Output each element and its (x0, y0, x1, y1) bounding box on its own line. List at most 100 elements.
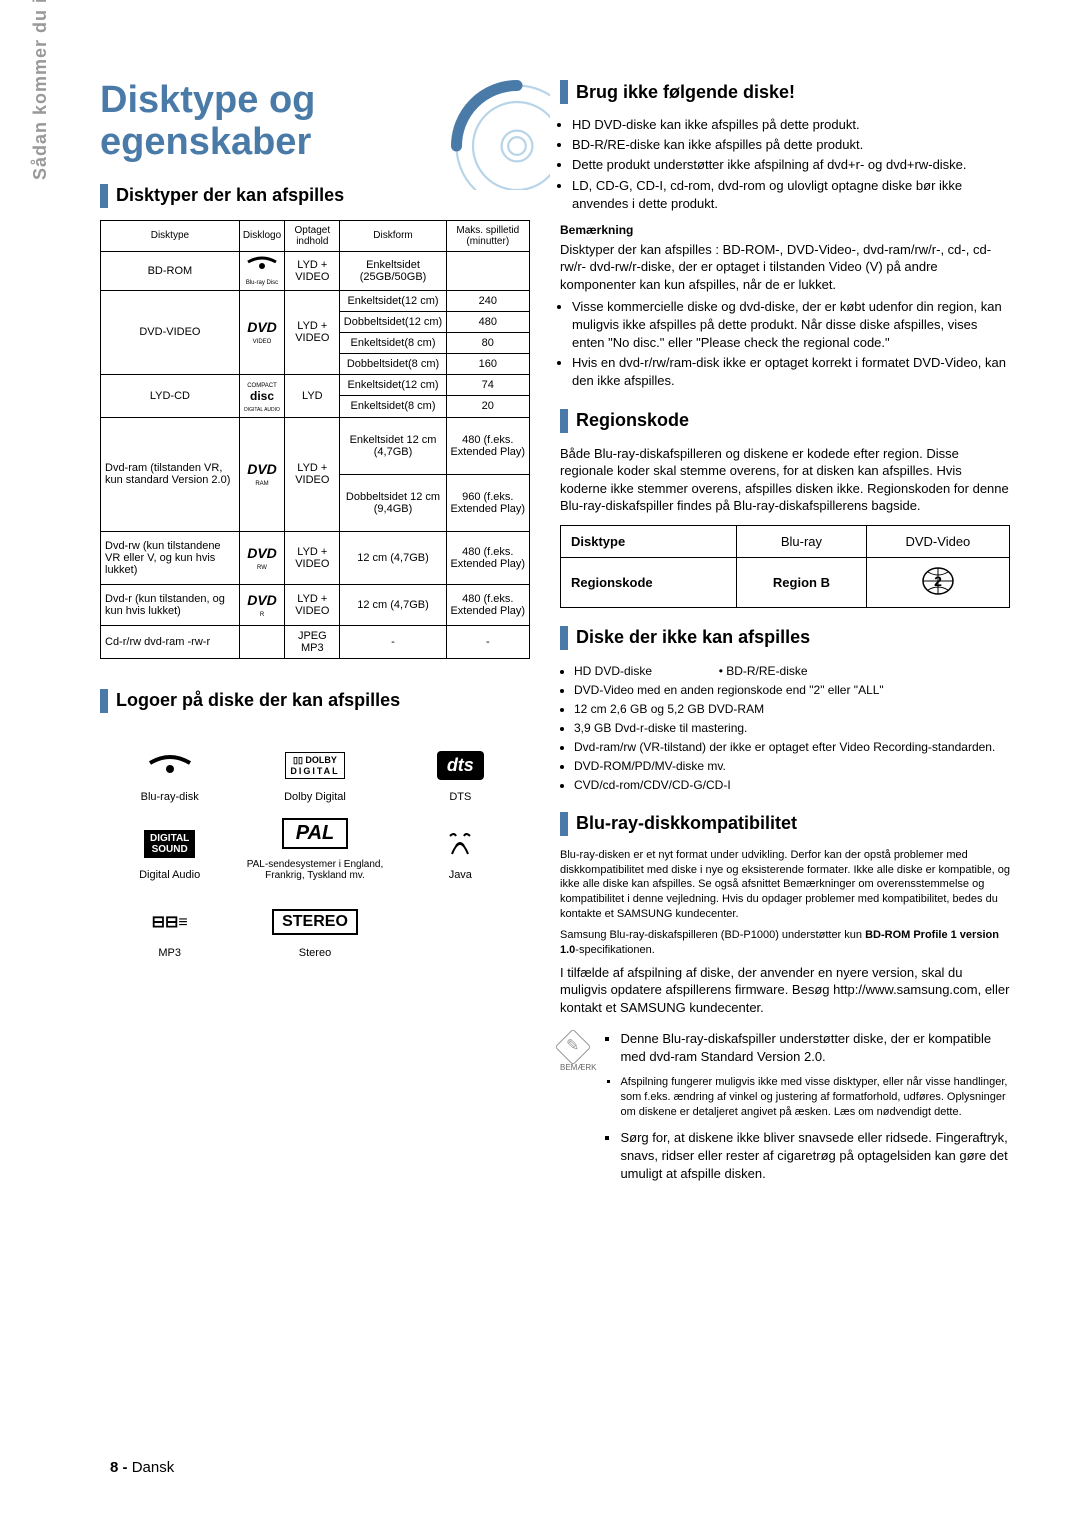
svg-text:2: 2 (934, 573, 942, 589)
list-item: Visse kommercielle diske og dvd-diske, d… (572, 298, 1010, 353)
list-item: DVD-Video med en anden regionskode end "… (574, 681, 1010, 699)
section-bar-icon (560, 626, 568, 650)
list-item: Dette produkt understøtter ikke afspilni… (572, 156, 1010, 174)
compat-p2: Samsung Blu-ray-diskafspilleren (BD-P100… (560, 928, 1010, 958)
logo-item: ▯▯ DOLBYDIGITAL Dolby Digital (245, 733, 384, 803)
section-bar-icon (560, 80, 568, 104)
dont-use-list: HD DVD-diske kan ikke afspilles på dette… (560, 116, 1010, 213)
list-item: HD DVD-diske kan ikke afspilles på dette… (572, 116, 1010, 134)
cannot-play-list: HD DVD-diske • BD-R/RE-diske DVD-Video m… (560, 662, 1010, 794)
td: 240 (446, 290, 529, 311)
td (239, 625, 284, 658)
list-item: Dvd-ram/rw (VR-tilstand) der ikke er opt… (574, 738, 1010, 756)
list-item: LD, CD-G, CD-I, cd-rom, dvd-rom og ulovl… (572, 177, 1010, 213)
section-dont-use: Brug ikke følgende diske! (560, 80, 1010, 104)
td-logo: DVDRAM (239, 417, 284, 531)
title-line-1: Disktype og (100, 79, 315, 121)
td: Dvd-r (kun tilstanden, og kun hvis lukke… (101, 584, 240, 625)
note-icon: ✎ (555, 1029, 592, 1066)
logo-item: STEREO Stereo (245, 889, 384, 959)
section-title: Blu-ray-diskkompatibilitet (576, 813, 797, 834)
section-bar-icon (560, 409, 568, 433)
section-compat: Blu-ray-diskkompatibilitet (560, 812, 1010, 836)
section-bar-icon (560, 812, 568, 836)
td: LYD (285, 374, 340, 417)
logos-grid: Blu-ray-disk ▯▯ DOLBYDIGITAL Dolby Digit… (100, 733, 530, 959)
section-bar-icon (100, 184, 108, 208)
td: Enkeltsidet(12 cm) (340, 374, 446, 396)
section-title: Regionskode (576, 410, 689, 431)
note-bullet-list: Visse kommercielle diske og dvd-diske, d… (560, 298, 1010, 391)
logo-label: Blu-ray-disk (141, 791, 199, 803)
td: LYD + VIDEO (285, 290, 340, 374)
list-item: CVD/cd-rom/CDV/CD-G/CD-I (574, 776, 1010, 794)
td: Enkeltsidet(8 cm) (340, 332, 446, 353)
section-region: Regionskode (560, 409, 1010, 433)
td: Enkeltsidet (25GB/50GB) (340, 251, 446, 290)
region-table: Disktype Blu-ray DVD-Video Regionskode R… (560, 525, 1010, 608)
td: 960 (f.eks. Extended Play) (446, 474, 529, 531)
list-item: Denne Blu-ray-diskafspiller understøtter… (620, 1030, 1010, 1066)
list-item: DVD-ROM/PD/MV-diske mv. (574, 757, 1010, 775)
td-logo: DVDRW (239, 531, 284, 584)
td: Regionskode (561, 557, 737, 607)
logo-item: Blu-ray-disk (100, 733, 239, 803)
logo-label: Digital Audio (139, 869, 200, 881)
td: LYD + VIDEO (285, 584, 340, 625)
logo-item: DIGITALSOUND Digital Audio (100, 811, 239, 881)
disc-graphic-icon (440, 80, 550, 190)
section-title: Logoer på diske der kan afspilles (116, 690, 400, 711)
region-text: Både Blu-ray-diskafspilleren og diskene … (560, 445, 1010, 515)
logo-label: Stereo (299, 947, 331, 959)
td: Dvd-rw (kun tilstandene VR eller V, og k… (101, 531, 240, 584)
list-item: BD-R/RE-diske kan ikke afspilles på dett… (572, 136, 1010, 154)
td: 480 (f.eks. Extended Play) (446, 584, 529, 625)
compat-p3: I tilfælde af afspilning af diske, der a… (560, 964, 1010, 1017)
td: Enkeltsidet(12 cm) (340, 290, 446, 311)
td: Dobbeltsidet(12 cm) (340, 311, 446, 332)
td: Dobbeltsidet(8 cm) (340, 353, 446, 374)
note-text: Disktyper der kan afspilles : BD-ROM-, D… (560, 241, 1010, 294)
td: Enkeltsidet 12 cm (4,7GB) (340, 417, 446, 474)
th: Blu-ray (737, 525, 867, 557)
list-item: 12 cm 2,6 GB og 5,2 GB DVD-RAM (574, 700, 1010, 718)
logo-label: MP3 (158, 947, 181, 959)
td: - (340, 625, 446, 658)
td: - (446, 625, 529, 658)
td: Dobbeltsidet 12 cm (9,4GB) (340, 474, 446, 531)
logo-label: PAL-sendesystemer i England, Frankrig, T… (245, 859, 384, 881)
bemark-note: ✎ BEMÆRK Denne Blu-ray-diskafspiller und… (560, 1030, 1010, 1191)
th: Diskform (340, 220, 446, 251)
logo-item: PAL PAL-sendesystemer i England, Frankri… (245, 811, 384, 881)
td: 80 (446, 332, 529, 353)
td: 20 (446, 396, 529, 418)
td: Cd-r/rw dvd-ram -rw-r (101, 625, 240, 658)
section-title: Diske der ikke kan afspilles (576, 627, 810, 648)
td: LYD + VIDEO (285, 417, 340, 531)
td-logo: DVDVIDEO (239, 290, 284, 374)
page-title: Disktype og egenskaber (100, 80, 530, 164)
td: 12 cm (4,7GB) (340, 531, 446, 584)
note-caption: BEMÆRK (560, 1062, 596, 1073)
td-logo: COMPACTdiscDIGITAL AUDIO (239, 374, 284, 417)
th: Disklogo (239, 220, 284, 251)
th: Disktype (101, 220, 240, 251)
logo-label: Dolby Digital (284, 791, 346, 803)
th: Optaget indhold (285, 220, 340, 251)
th: Maks. spilletid (minutter) (446, 220, 529, 251)
td: JPEG MP3 (285, 625, 340, 658)
td: LYD + VIDEO (285, 251, 340, 290)
section-logos: Logoer på diske der kan afspilles (100, 689, 530, 713)
section-cannot-play: Diske der ikke kan afspilles (560, 626, 1010, 650)
td: BD-ROM (101, 251, 240, 290)
td: 480 (446, 311, 529, 332)
td: Region B (737, 557, 867, 607)
disc-types-table: Disktype Disklogo Optaget indhold Diskfo… (100, 220, 530, 659)
td (446, 251, 529, 290)
td: 480 (f.eks. Extended Play) (446, 531, 529, 584)
note-label: Bemærkning (560, 223, 1010, 237)
list-item: Afspilning fungerer muligvis ikke med vi… (620, 1075, 1010, 1121)
td-region-globe: 2 (866, 557, 1009, 607)
td: 480 (f.eks. Extended Play) (446, 417, 529, 474)
logo-item: Java (391, 811, 530, 881)
